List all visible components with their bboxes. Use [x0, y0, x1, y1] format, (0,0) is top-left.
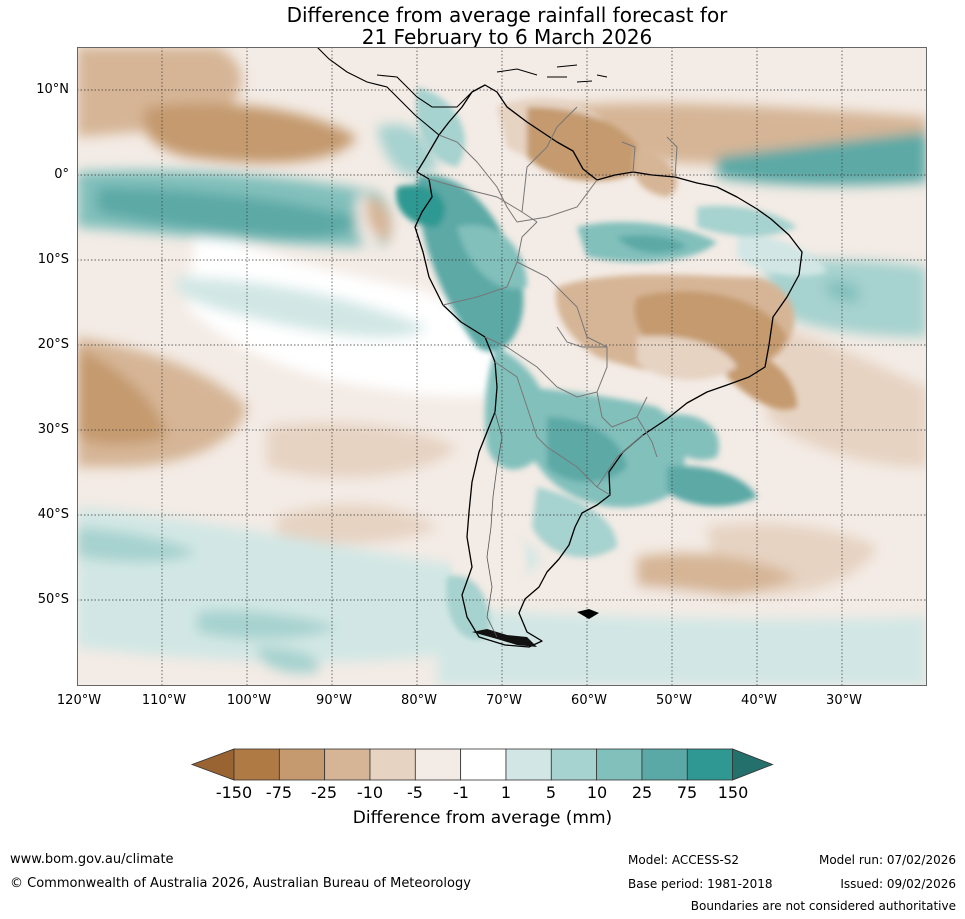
lon-label-110w: 110°W — [141, 693, 187, 708]
colorbar-extension-high — [732, 748, 774, 781]
colorbar-tick-label: 150 — [717, 783, 749, 802]
colorbar-segment — [596, 748, 643, 781]
title-line-1: Difference from average rainfall forecas… — [286, 3, 728, 27]
lon-label-100w: 100°W — [226, 693, 272, 708]
tierra-del-fuego — [472, 629, 537, 647]
central-america-coastline — [316, 47, 473, 136]
issued-date: Issued: 09/02/2026 — [840, 877, 956, 891]
boundaries-disclaimer: Boundaries are not considered authoritat… — [690, 899, 956, 913]
map-frame — [77, 47, 927, 686]
colorbar-tick-label: -10 — [356, 783, 384, 802]
lon-label-50w: 50°W — [656, 693, 692, 708]
colorbar-title: Difference from average (mm) — [352, 808, 613, 828]
model-run-date: Model run: 07/02/2026 — [818, 853, 956, 867]
country-borders — [428, 106, 678, 496]
colorbar-tick-label: 10 — [586, 783, 608, 802]
lat-label-0: 0° — [54, 167, 69, 182]
title-line-2: 21 February to 6 March 2026 — [361, 25, 653, 49]
lat-label-30s: 30°S — [37, 422, 69, 437]
colorbar — [190, 748, 774, 781]
lat-label-50s: 50°S — [37, 592, 69, 607]
colorbar-segments — [190, 748, 774, 781]
colorbar-segment — [686, 748, 734, 781]
website-link[interactable]: www.bom.gov.au/climate — [10, 852, 174, 867]
chile-argentina-border — [486, 411, 503, 638]
colorbar-segment — [550, 748, 598, 781]
colorbar-segment — [460, 748, 507, 781]
colorbar-extension-low — [190, 748, 235, 781]
lat-label-20s: 20°S — [37, 337, 69, 352]
base-period: Base period: 1981-2018 — [628, 877, 773, 891]
colorbar-segment — [505, 748, 552, 781]
colorbar-tick-label: 5 — [545, 783, 557, 802]
colorbar-tick-label: -1 — [453, 783, 469, 802]
caribbean-islands — [496, 64, 608, 83]
colorbar-segment — [324, 748, 371, 781]
colorbar-segment — [369, 748, 416, 781]
lat-label-10n: 10°N — [36, 82, 69, 97]
colorbar-tick-label: -5 — [407, 783, 423, 802]
lon-label-30w: 30°W — [826, 693, 862, 708]
colorbar-tick-label: 75 — [676, 783, 698, 802]
colorbar-segment — [278, 748, 326, 781]
rainfall-anomaly-map — [77, 47, 927, 686]
lon-label-40w: 40°W — [741, 693, 777, 708]
colorbar-segment — [641, 748, 688, 781]
lon-label-70w: 70°W — [486, 693, 522, 708]
map-panel — [77, 47, 927, 686]
ocean-anomaly-fields — [77, 47, 927, 686]
colorbar-tick-label: -150 — [215, 783, 253, 802]
model-name: Model: ACCESS-S2 — [628, 853, 740, 867]
land-anomaly-fields — [396, 87, 827, 640]
colorbar-segment — [414, 748, 462, 781]
map-title: Difference from average rainfall forecas… — [0, 4, 965, 48]
lon-label-120w: 120°W — [56, 693, 102, 708]
colorbar-segment — [233, 748, 280, 781]
colorbar-tick-label: 1 — [500, 783, 512, 802]
lat-label-40s: 40°S — [37, 507, 69, 522]
lat-label-10s: 10°S — [37, 252, 69, 267]
lon-label-80w: 80°W — [401, 693, 437, 708]
lon-label-60w: 60°W — [571, 693, 607, 708]
lon-label-90w: 90°W — [316, 693, 352, 708]
colorbar-tick-label: -75 — [265, 783, 293, 802]
colorbar-tick-label: 25 — [631, 783, 653, 802]
colorbar-tick-label: -25 — [310, 783, 338, 802]
falkland-islands — [577, 609, 599, 619]
copyright-text: © Commonwealth of Australia 2026, Austra… — [10, 876, 471, 891]
